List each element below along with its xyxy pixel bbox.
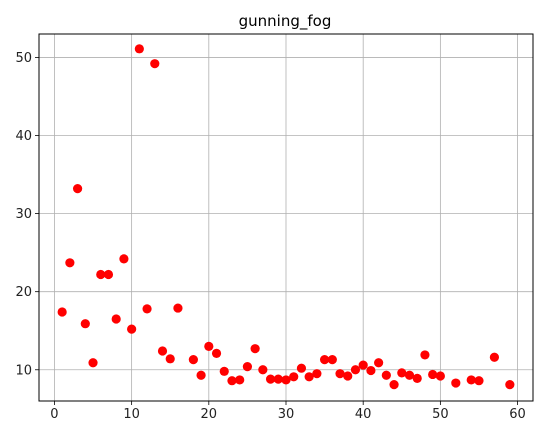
data-point	[65, 258, 75, 268]
data-point	[127, 324, 137, 334]
data-point	[250, 344, 260, 354]
x-tick-label: 30	[278, 407, 295, 422]
data-point	[474, 376, 484, 386]
data-point	[80, 319, 90, 329]
data-point	[381, 370, 391, 380]
grid	[39, 34, 533, 401]
data-point	[265, 374, 276, 384]
data-point	[319, 355, 330, 365]
data-point	[88, 358, 98, 368]
data-point	[72, 184, 83, 194]
data-point	[420, 350, 430, 360]
data-point	[150, 59, 160, 69]
data-point	[397, 368, 407, 378]
x-tick-label: 60	[509, 407, 526, 422]
y-tick-label: 20	[15, 285, 32, 300]
x-tick-label: 50	[432, 407, 449, 422]
data-point	[489, 352, 500, 362]
data-point	[258, 365, 268, 375]
data-point	[196, 370, 206, 380]
data-point	[111, 314, 121, 324]
axis-ticks: 0 10 20 30 40 50 60 10 20 30 40 50	[15, 51, 525, 422]
data-point	[296, 363, 307, 373]
data-point	[134, 44, 144, 54]
data-point	[235, 375, 245, 385]
data-point	[119, 254, 129, 264]
data-point	[273, 374, 283, 384]
y-tick-label: 50	[15, 51, 32, 66]
data-point	[281, 375, 291, 385]
x-tick-label: 10	[123, 407, 140, 422]
data-point	[350, 365, 361, 375]
data-point	[204, 341, 214, 351]
x-tick-label: 20	[201, 407, 218, 422]
y-tick-label: 10	[15, 363, 32, 378]
data-point	[142, 304, 152, 314]
data-point	[412, 373, 422, 383]
data-point	[358, 360, 368, 370]
data-point	[304, 372, 314, 382]
data-point	[435, 371, 445, 381]
data-point	[466, 375, 476, 385]
y-tick-label: 40	[15, 129, 32, 144]
data-point	[428, 369, 438, 380]
data-point	[173, 303, 183, 313]
data-point	[211, 348, 222, 358]
data-point	[57, 307, 67, 317]
data-point	[451, 378, 461, 388]
x-tick-label: 0	[50, 407, 58, 422]
data-point	[157, 346, 168, 356]
data-point	[505, 380, 515, 390]
x-tick-label: 40	[355, 407, 372, 422]
data-point	[289, 372, 299, 382]
data-point	[374, 358, 384, 368]
data-point	[188, 355, 198, 365]
data-point	[96, 269, 106, 280]
data-point	[165, 354, 175, 364]
y-tick-label: 30	[15, 207, 32, 222]
data-point	[335, 369, 345, 379]
data-points	[57, 44, 515, 390]
data-point	[227, 376, 237, 386]
data-point	[404, 370, 415, 380]
data-point	[389, 380, 399, 390]
data-point	[242, 362, 253, 372]
data-point	[103, 269, 114, 280]
chart-title: gunning_fog	[239, 12, 332, 31]
data-point	[366, 365, 376, 376]
data-point	[219, 366, 229, 376]
data-point	[312, 369, 322, 379]
data-point	[343, 371, 353, 381]
data-point	[327, 355, 337, 365]
